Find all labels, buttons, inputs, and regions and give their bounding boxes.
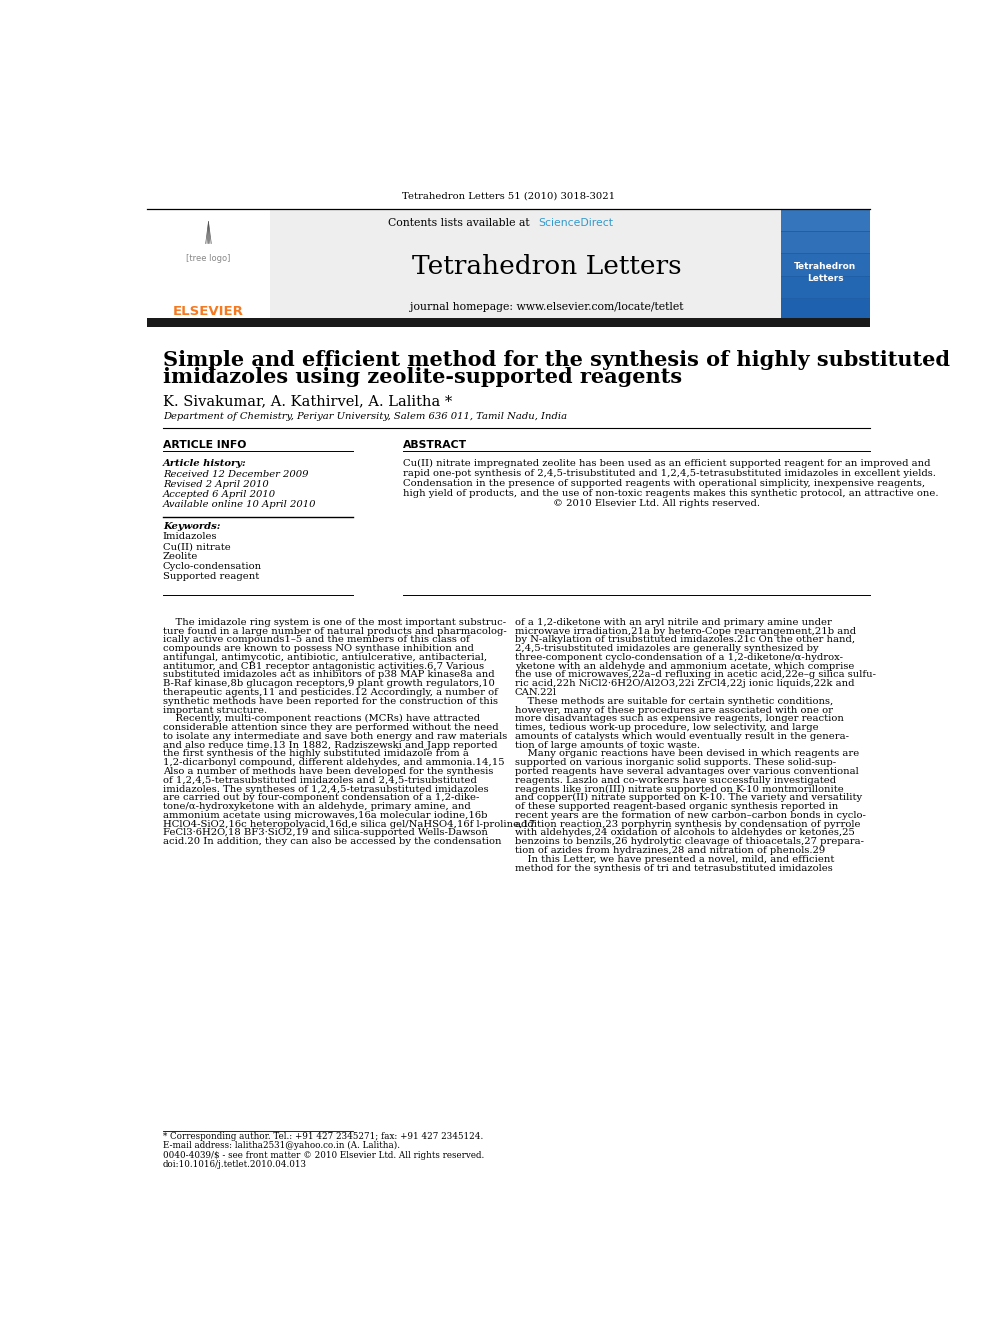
Text: journal homepage: www.elsevier.com/locate/tetlet: journal homepage: www.elsevier.com/locat… (410, 303, 683, 312)
Text: ABSTRACT: ABSTRACT (403, 441, 467, 450)
Text: reagents. Laszlo and co-workers have successfully investigated: reagents. Laszlo and co-workers have suc… (515, 775, 835, 785)
Text: K. Sivakumar, A. Kathirvel, A. Lalitha *: K. Sivakumar, A. Kathirvel, A. Lalitha * (163, 394, 452, 409)
Text: ammonium acetate using microwaves,16a molecular iodine,16b: ammonium acetate using microwaves,16a mo… (163, 811, 487, 820)
Text: are carried out by four-component condensation of a 1,2-dike-: are carried out by four-component conden… (163, 794, 479, 802)
Text: Revised 2 April 2010: Revised 2 April 2010 (163, 480, 269, 490)
Text: supported on various inorganic solid supports. These solid-sup-: supported on various inorganic solid sup… (515, 758, 835, 767)
Text: Keywords:: Keywords: (163, 523, 220, 532)
Text: ture found in a large number of natural products and pharmacolog-: ture found in a large number of natural … (163, 627, 507, 635)
Text: B-Raf kinase,8b glucagon receptors,9 plant growth regulators,10: B-Raf kinase,8b glucagon receptors,9 pla… (163, 679, 495, 688)
Text: © 2010 Elsevier Ltd. All rights reserved.: © 2010 Elsevier Ltd. All rights reserved… (403, 499, 760, 508)
Text: These methods are suitable for certain synthetic conditions,: These methods are suitable for certain s… (515, 697, 833, 705)
Text: The imidazole ring system is one of the most important substruc-: The imidazole ring system is one of the … (163, 618, 506, 627)
Text: antitumor, and CB1 receptor antagonistic activities.6,7 Various: antitumor, and CB1 receptor antagonistic… (163, 662, 484, 671)
Text: ric acid,22h NiCl2·6H2O/Al2O3,22i ZrCl4,22j ionic liquids,22k and: ric acid,22h NiCl2·6H2O/Al2O3,22i ZrCl4,… (515, 679, 854, 688)
Text: synthetic methods have been reported for the construction of this: synthetic methods have been reported for… (163, 697, 498, 705)
Text: Recently, multi-component reactions (MCRs) have attracted: Recently, multi-component reactions (MCR… (163, 714, 480, 724)
Text: benzoins to benzils,26 hydrolytic cleavage of thioacetals,27 prepara-: benzoins to benzils,26 hydrolytic cleava… (515, 837, 864, 847)
Text: ically active compounds1–5 and the members of this class of: ically active compounds1–5 and the membe… (163, 635, 469, 644)
Text: Tetrahedron Letters: Tetrahedron Letters (412, 254, 682, 279)
Bar (782, 254, 870, 275)
Text: three-component cyclo-condensation of a 1,2-diketone/α-hydrox-: three-component cyclo-condensation of a … (515, 654, 842, 662)
Text: doi:10.1016/j.tetlet.2010.04.013: doi:10.1016/j.tetlet.2010.04.013 (163, 1160, 307, 1170)
Text: however, many of these procedures are associated with one or: however, many of these procedures are as… (515, 705, 832, 714)
Text: tion of large amounts of toxic waste.: tion of large amounts of toxic waste. (515, 741, 699, 750)
Text: and copper(II) nitrate supported on K-10. The variety and versatility: and copper(II) nitrate supported on K-10… (515, 794, 862, 803)
Text: microwave irradiation,21a by hetero-Cope rearrangement,21b and: microwave irradiation,21a by hetero-Cope… (515, 627, 856, 635)
Text: 2,4,5-trisubstituted imidazoles are generally synthesized by: 2,4,5-trisubstituted imidazoles are gene… (515, 644, 818, 654)
Text: Simple and efficient method for the synthesis of highly substituted: Simple and efficient method for the synt… (163, 351, 949, 370)
Text: Zeolite: Zeolite (163, 552, 198, 561)
Text: by N-alkylation of trisubstituted imidazoles.21c On the other hand,: by N-alkylation of trisubstituted imidaz… (515, 635, 855, 644)
Text: FeCl3·6H2O,18 BF3·SiO2,19 and silica-supported Wells-Dawson: FeCl3·6H2O,18 BF3·SiO2,19 and silica-sup… (163, 828, 488, 837)
Text: with aldehydes,24 oxidation of alcohols to aldehydes or ketones,25: with aldehydes,24 oxidation of alcohols … (515, 828, 854, 837)
Text: Accepted 6 April 2010: Accepted 6 April 2010 (163, 490, 276, 499)
Text: the first synthesis of the highly substituted imidazole from a: the first synthesis of the highly substi… (163, 749, 468, 758)
Text: amounts of catalysts which would eventually result in the genera-: amounts of catalysts which would eventua… (515, 732, 848, 741)
Text: ARTICLE INFO: ARTICLE INFO (163, 441, 246, 450)
Text: rapid one-pot synthesis of 2,4,5-trisubstituted and 1,2,4,5-tetrasubstituted imi: rapid one-pot synthesis of 2,4,5-trisubs… (403, 470, 935, 478)
Text: times, tedious work-up procedure, low selectivity, and large: times, tedious work-up procedure, low se… (515, 724, 818, 732)
Text: antifungal, antimycotic, antibiotic, antiulcerative, antibacterial,: antifungal, antimycotic, antibiotic, ant… (163, 654, 487, 662)
Bar (782, 299, 870, 320)
Text: In this Letter, we have presented a novel, mild, and efficient: In this Letter, we have presented a nove… (515, 855, 834, 864)
Text: addition reaction,23 porphyrin synthesis by condensation of pyrrole: addition reaction,23 porphyrin synthesis… (515, 820, 860, 828)
Bar (147, 209, 870, 320)
Text: method for the synthesis of tri and tetrasubstituted imidazoles: method for the synthesis of tri and tetr… (515, 864, 832, 873)
Text: ELSEVIER: ELSEVIER (173, 304, 244, 318)
Text: to isolate any intermediate and save both energy and raw materials: to isolate any intermediate and save bot… (163, 732, 507, 741)
Text: Cu(II) nitrate: Cu(II) nitrate (163, 542, 230, 552)
Text: * Corresponding author. Tel.: +91 427 2345271; fax: +91 427 2345124.: * Corresponding author. Tel.: +91 427 23… (163, 1132, 483, 1142)
Text: high yield of products, and the use of non-toxic reagents makes this synthetic p: high yield of products, and the use of n… (403, 490, 938, 499)
Text: 1,2-dicarbonyl compound, different aldehydes, and ammonia.14,15: 1,2-dicarbonyl compound, different aldeh… (163, 758, 504, 767)
Text: E-mail address: lalitha2531@yahoo.co.in (A. Lalitha).: E-mail address: lalitha2531@yahoo.co.in … (163, 1142, 400, 1151)
Text: therapeutic agents,11 and pesticides.12 Accordingly, a number of: therapeutic agents,11 and pesticides.12 … (163, 688, 498, 697)
Text: Condensation in the presence of supported reagents with operational simplicity, : Condensation in the presence of supporte… (403, 479, 926, 488)
Bar (782, 277, 870, 298)
Text: Article history:: Article history: (163, 459, 246, 468)
Text: Tetrahedron Letters 51 (2010) 3018-3021: Tetrahedron Letters 51 (2010) 3018-3021 (402, 192, 615, 200)
Text: Contents lists available at: Contents lists available at (388, 218, 533, 229)
Text: imidazoles using zeolite-supported reagents: imidazoles using zeolite-supported reage… (163, 366, 682, 386)
Text: yketone with an aldehyde and ammonium acetate, which comprise: yketone with an aldehyde and ammonium ac… (515, 662, 854, 671)
Text: of a 1,2-diketone with an aryl nitrile and primary amine under: of a 1,2-diketone with an aryl nitrile a… (515, 618, 831, 627)
Text: Available online 10 April 2010: Available online 10 April 2010 (163, 500, 316, 509)
Text: considerable attention since they are performed without the need: considerable attention since they are pe… (163, 724, 498, 732)
Text: HClO4-SiO2,16c heteropolyacid,16d,e silica gel/NaHSO4,16f l-proline,17: HClO4-SiO2,16c heteropolyacid,16d,e sili… (163, 820, 535, 828)
Text: Cu(II) nitrate impregnated zeolite has been used as an efficient supported reage: Cu(II) nitrate impregnated zeolite has b… (403, 459, 930, 468)
Text: of these supported reagent-based organic synthesis reported in: of these supported reagent-based organic… (515, 802, 838, 811)
Text: ScienceDirect: ScienceDirect (539, 218, 614, 229)
Text: Cyclo-condensation: Cyclo-condensation (163, 562, 262, 572)
Bar (147, 318, 870, 327)
Text: the use of microwaves,22a–d refluxing in acetic acid,22e–g silica sulfu-: the use of microwaves,22a–d refluxing in… (515, 671, 876, 680)
Text: imidazoles. The syntheses of 1,2,4,5-tetrasubstituted imidazoles: imidazoles. The syntheses of 1,2,4,5-tet… (163, 785, 488, 794)
Text: and also reduce time.13 In 1882, Radziszewski and Japp reported: and also reduce time.13 In 1882, Radzisz… (163, 741, 497, 750)
Text: acid.20 In addition, they can also be accessed by the condensation: acid.20 In addition, they can also be ac… (163, 837, 501, 847)
Text: Also a number of methods have been developed for the synthesis: Also a number of methods have been devel… (163, 767, 493, 777)
Text: Imidazoles: Imidazoles (163, 532, 217, 541)
Text: reagents like iron(III) nitrate supported on K-10 montmorillonite: reagents like iron(III) nitrate supporte… (515, 785, 843, 794)
Text: CAN.22l: CAN.22l (515, 688, 557, 697)
Text: Many organic reactions have been devised in which reagents are: Many organic reactions have been devised… (515, 749, 859, 758)
Text: Supported reagent: Supported reagent (163, 573, 259, 581)
Text: tion of azides from hydrazines,28 and nitration of phenols.29: tion of azides from hydrazines,28 and ni… (515, 845, 825, 855)
Bar (147, 209, 270, 320)
Text: recent years are the formation of new carbon–carbon bonds in cyclo-: recent years are the formation of new ca… (515, 811, 865, 820)
Text: Department of Chemistry, Periyar University, Salem 636 011, Tamil Nadu, India: Department of Chemistry, Periyar Univers… (163, 413, 566, 421)
Text: Tetrahedron
Letters: Tetrahedron Letters (795, 262, 856, 283)
Text: important structure.: important structure. (163, 705, 267, 714)
Bar (782, 209, 870, 232)
Text: tone/α-hydroxyketone with an aldehyde, primary amine, and: tone/α-hydroxyketone with an aldehyde, p… (163, 802, 470, 811)
Text: Received 12 December 2009: Received 12 December 2009 (163, 470, 309, 479)
Text: substituted imidazoles act as inhibitors of p38 MAP kinase8a and: substituted imidazoles act as inhibitors… (163, 671, 494, 680)
Text: more disadvantages such as expensive reagents, longer reaction: more disadvantages such as expensive rea… (515, 714, 843, 724)
Text: compounds are known to possess NO synthase inhibition and: compounds are known to possess NO syntha… (163, 644, 473, 654)
Bar (782, 209, 870, 320)
Text: [tree logo]: [tree logo] (186, 254, 231, 263)
Text: of 1,2,4,5-tetrasubstituted imidazoles and 2,4,5-trisubstituted: of 1,2,4,5-tetrasubstituted imidazoles a… (163, 775, 476, 785)
Text: ported reagents have several advantages over various conventional: ported reagents have several advantages … (515, 767, 858, 777)
Text: 0040-4039/$ - see front matter © 2010 Elsevier Ltd. All rights reserved.: 0040-4039/$ - see front matter © 2010 El… (163, 1151, 484, 1160)
Bar (782, 232, 870, 254)
